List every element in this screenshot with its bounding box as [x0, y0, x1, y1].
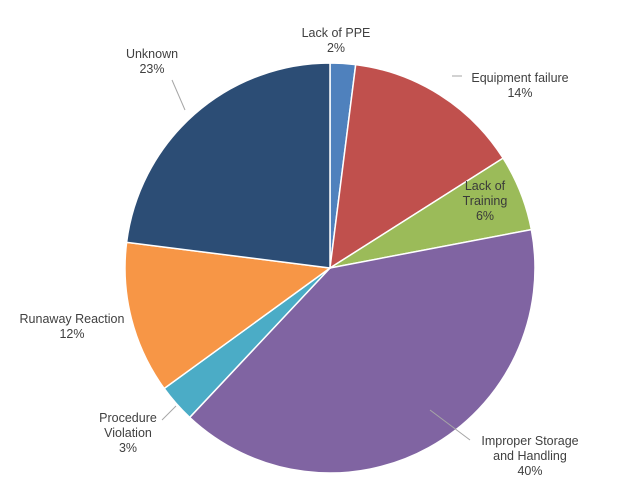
slice-percent-label: 12% — [59, 327, 84, 341]
pie-slice — [329, 63, 505, 270]
slice-category-label: Procedure — [99, 411, 157, 425]
slice-percent-label: 3% — [119, 441, 137, 455]
slice-percent-label: 14% — [507, 86, 532, 100]
pie-slice — [188, 228, 536, 474]
pie-slices — [124, 62, 536, 474]
slice-category-label: Lack of PPE — [302, 26, 371, 40]
slice-category-label: Runaway Reaction — [20, 312, 125, 326]
slice-category-label: Lack of — [465, 179, 506, 193]
slice-percent-label: 40% — [517, 464, 542, 478]
slice-category-label: Equipment failure — [471, 71, 568, 85]
leader-line — [171, 79, 186, 111]
slice-category-label: and Handling — [493, 449, 567, 463]
slice-category-label: Unknown — [126, 47, 178, 61]
slice-percent-label: 6% — [476, 209, 494, 223]
slice-percent-label: 23% — [139, 62, 164, 76]
pie-slice — [125, 62, 331, 269]
slice-category-label: Improper Storage — [481, 434, 578, 448]
slice-percent-label: 2% — [327, 41, 345, 55]
slice-category-label: Training — [463, 194, 508, 208]
slice-category-label: Violation — [104, 426, 152, 440]
pie-slice — [124, 241, 332, 390]
leader-lines — [161, 75, 471, 441]
leader-line — [429, 409, 471, 441]
leader-line — [161, 405, 177, 421]
